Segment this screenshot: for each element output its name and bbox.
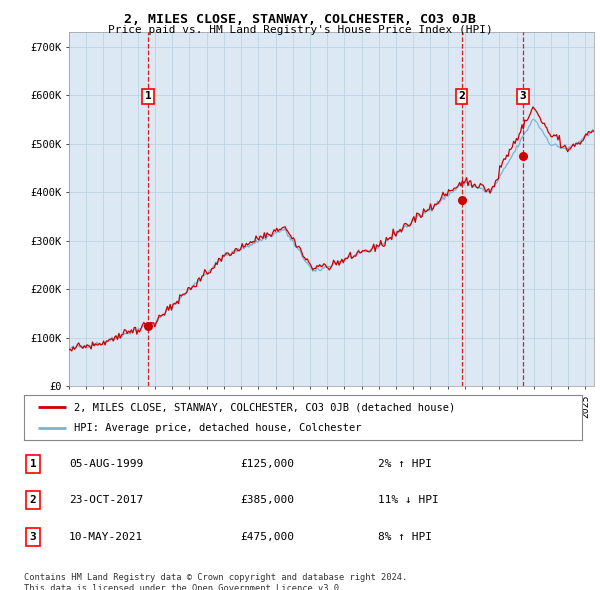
- Text: 1: 1: [29, 459, 37, 468]
- Text: £125,000: £125,000: [240, 459, 294, 468]
- Text: 05-AUG-1999: 05-AUG-1999: [69, 459, 143, 468]
- Text: 1: 1: [145, 91, 151, 101]
- Text: 11% ↓ HPI: 11% ↓ HPI: [378, 496, 439, 505]
- Text: 8% ↑ HPI: 8% ↑ HPI: [378, 532, 432, 542]
- Text: 2% ↑ HPI: 2% ↑ HPI: [378, 459, 432, 468]
- Text: Price paid vs. HM Land Registry's House Price Index (HPI): Price paid vs. HM Land Registry's House …: [107, 25, 493, 35]
- Text: 2, MILES CLOSE, STANWAY, COLCHESTER, CO3 0JB: 2, MILES CLOSE, STANWAY, COLCHESTER, CO3…: [124, 13, 476, 26]
- Text: 3: 3: [29, 532, 37, 542]
- Text: 10-MAY-2021: 10-MAY-2021: [69, 532, 143, 542]
- Text: 2, MILES CLOSE, STANWAY, COLCHESTER, CO3 0JB (detached house): 2, MILES CLOSE, STANWAY, COLCHESTER, CO3…: [74, 402, 455, 412]
- Text: £475,000: £475,000: [240, 532, 294, 542]
- Text: HPI: Average price, detached house, Colchester: HPI: Average price, detached house, Colc…: [74, 422, 362, 432]
- Text: 2: 2: [458, 91, 465, 101]
- Text: 23-OCT-2017: 23-OCT-2017: [69, 496, 143, 505]
- Text: 2: 2: [29, 496, 37, 505]
- Text: Contains HM Land Registry data © Crown copyright and database right 2024.
This d: Contains HM Land Registry data © Crown c…: [24, 573, 407, 590]
- Text: 3: 3: [520, 91, 526, 101]
- Text: £385,000: £385,000: [240, 496, 294, 505]
